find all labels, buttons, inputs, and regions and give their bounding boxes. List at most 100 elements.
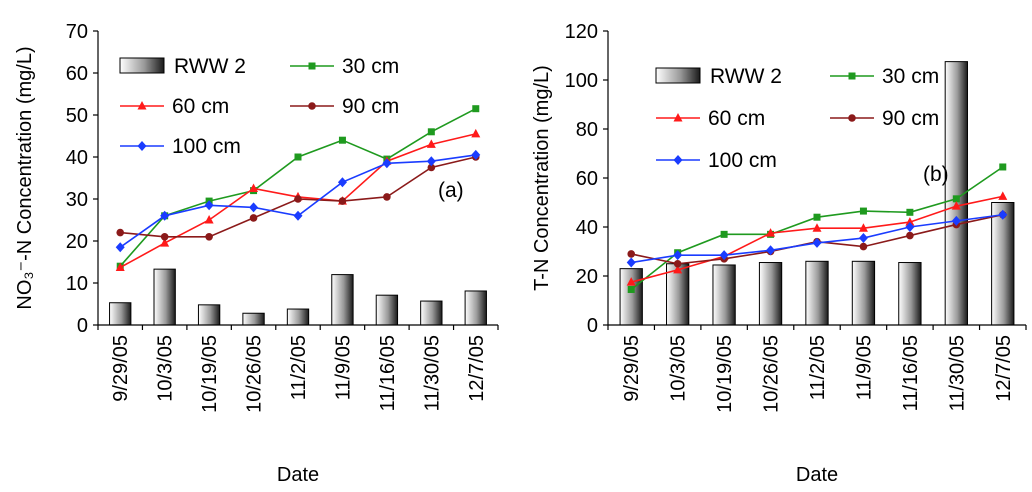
x-tick-label: 11/30/05 [946,335,968,411]
x-tick-label: 10/26/05 [761,335,783,413]
x-tick-label: 11/16/05 [900,335,922,411]
legend-marker-60-cm [137,101,147,110]
legend-marker-100-cm [673,155,683,165]
point-60-cm [812,223,822,232]
x-tick-label: 12/7/05 [993,335,1015,402]
legend-label-100-cm: 100 cm [708,149,777,172]
point-90-cm [116,228,125,237]
point-60-cm [471,128,481,138]
point-60-cm [426,139,436,148]
x-tick-label: 10/19/05 [714,335,736,413]
legend-marker-90-cm [848,114,856,122]
point-60-cm [673,264,683,274]
point-30-cm [294,153,302,161]
y-tick-label: 60 [576,168,598,190]
bar-rww2 [153,268,176,326]
x-tick-label: 10/3/05 [668,335,690,402]
point-100-cm [426,156,436,167]
legend-label-30-cm: 30 cm [882,65,939,88]
point-30-cm [720,230,728,238]
point-30-cm [338,136,346,144]
legend-swatch-rww2 [119,57,165,74]
x-axis-title: Date [277,464,319,486]
y-axis-title: T-N Concentration (mg/L) [531,65,553,291]
point-100-cm [812,237,822,248]
y-tick-label: 70 [66,21,88,43]
point-60-cm [951,201,961,210]
y-tick-label: 10 [66,273,88,295]
x-tick-label: 10/3/05 [155,335,177,402]
point-90-cm [859,242,868,251]
point-60-cm [115,262,125,271]
bar-rww2 [242,312,265,326]
y-tick-label: 60 [66,63,88,85]
x-tick-label: 11/9/05 [853,335,875,400]
point-100-cm [951,215,961,226]
bar-rww2 [286,308,310,326]
point-30-cm [627,285,635,293]
point-100-cm [998,209,1008,220]
bar-rww2 [464,290,487,326]
x-axis-title: Date [796,464,838,486]
point-90-cm [338,197,347,205]
point-60-cm [249,183,259,192]
point-100-cm [626,257,636,268]
bar-rww2 [758,262,783,326]
x-tick-label: 11/16/05 [377,335,399,411]
point-60-cm [626,277,636,286]
y-tick-label: 20 [66,231,88,253]
chart-panel-a: 0 10 20 30 40 50 60 70 9/29/05 10/3/05 10/19/05 10/… [14,21,499,486]
point-30-cm [427,128,435,136]
point-60-cm [204,215,214,224]
bar-rww2 [197,304,221,326]
bar-rww2 [109,302,132,326]
point-90-cm [383,193,391,201]
legend-label-30-cm: 30 cm [342,55,399,78]
legend-marker-90-cm [308,102,316,110]
point-90-cm [249,214,258,222]
point-90-cm [205,233,213,241]
bar-rww2 [898,262,922,326]
x-tick-label: 11/2/05 [288,335,310,400]
y-tick-label: 50 [66,105,88,127]
point-30-cm [952,195,960,203]
bar-rww2 [619,268,643,326]
legend-label-60-cm: 60 cm [708,107,765,130]
point-60-cm [998,191,1008,200]
point-100-cm [719,250,729,261]
x-tick-label: 11/2/05 [807,335,829,400]
x-tick-label: 9/29/05 [110,335,132,402]
point-90-cm [160,233,169,241]
panel-label: (a) [438,179,464,202]
bar-rww2 [991,202,1015,326]
point-30-cm [859,207,867,215]
point-30-cm [906,208,914,216]
point-60-cm [905,217,915,226]
legend-label-rww2: RWW 2 [710,65,782,88]
x-tick-label: 12/7/05 [466,335,488,402]
point-90-cm [294,195,302,203]
series-line-30-cm [119,107,477,267]
x-tick-label: 11/9/05 [332,335,354,400]
point-100-cm [471,149,481,160]
bar-rww2 [375,294,399,326]
point-100-cm [204,200,214,211]
legend-label-rww2: RWW 2 [174,55,246,78]
point-90-cm [906,231,914,240]
y-tick-label: 0 [587,315,598,337]
y-tick-label: 40 [66,147,88,169]
x-tick-label: 10/19/05 [199,335,221,413]
y-tick-label: 20 [576,266,598,288]
legend-label-90-cm: 90 cm [342,95,399,118]
point-30-cm [813,213,821,221]
point-100-cm [249,202,259,213]
bar-rww2 [712,264,736,326]
point-100-cm [905,222,915,232]
legend-marker-30-cm [848,72,856,80]
point-90-cm [673,259,682,268]
bar-rww2 [331,274,354,326]
x-tick-label: 11/30/05 [421,335,443,411]
point-100-cm [337,177,347,188]
